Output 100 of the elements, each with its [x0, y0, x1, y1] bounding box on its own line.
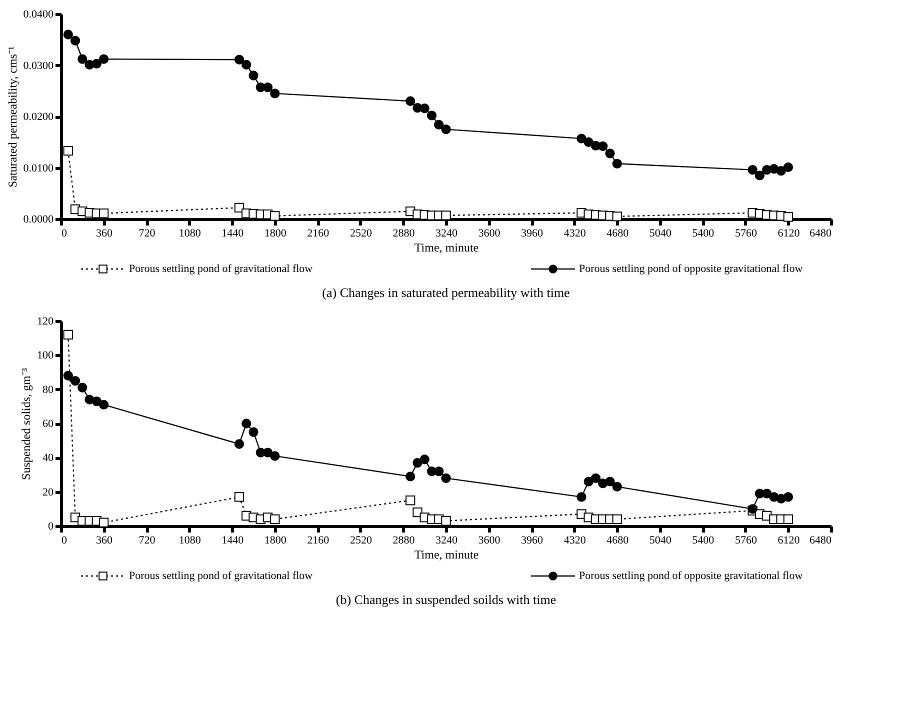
x-tick-label: 6480	[810, 228, 832, 240]
x-tick-label: 5400	[692, 534, 715, 546]
y-tick-label: 40	[42, 452, 54, 464]
point	[783, 492, 794, 502]
x-tick-label: 6480	[810, 534, 832, 546]
point	[78, 54, 88, 64]
point	[783, 162, 794, 172]
x-tick-label: 3960	[521, 534, 544, 546]
x-tick-label: 5760	[734, 534, 758, 546]
x-tick-label: 360	[96, 228, 114, 240]
point	[612, 514, 622, 524]
point	[590, 473, 601, 483]
y-tick-label: 0.0400	[23, 8, 54, 20]
point	[612, 158, 622, 168]
point	[420, 103, 430, 114]
point	[234, 54, 244, 64]
x-tick-label: 2880	[392, 534, 416, 546]
x-tick-label: 2520	[350, 534, 372, 546]
x-tick-label: 5040	[649, 228, 672, 240]
x-tick-label: 1440	[222, 228, 244, 240]
point	[584, 137, 594, 147]
x-tick-label: 4680	[606, 534, 630, 546]
point	[234, 439, 244, 449]
point	[783, 514, 794, 524]
point	[420, 454, 430, 464]
point	[783, 212, 794, 222]
x-tick-label: 6120	[778, 534, 800, 546]
x-tick-label: 3600	[478, 534, 501, 546]
point	[63, 30, 73, 40]
point	[270, 451, 280, 461]
x-tick-label: 0	[62, 534, 68, 546]
y-tick-label: 20	[42, 486, 54, 498]
text: (a) Changes in saturated permeability with time	[322, 285, 570, 300]
y-tick-label: 100	[37, 350, 54, 362]
point	[441, 473, 451, 483]
point	[63, 370, 73, 380]
y-tick-label: 80	[42, 384, 54, 396]
legend-label: Porous settling pond of gravitational flow	[129, 570, 313, 582]
point	[412, 458, 422, 468]
point	[92, 58, 102, 69]
point	[242, 60, 252, 70]
point	[441, 516, 451, 526]
x-tick-label: 3600	[478, 228, 501, 240]
point	[98, 208, 109, 218]
point	[762, 488, 772, 498]
y-tick-label: 0.0100	[23, 162, 54, 174]
point	[434, 120, 444, 130]
point	[441, 210, 451, 220]
point	[605, 148, 615, 158]
point	[748, 164, 758, 175]
x-tick-label: 5400	[692, 228, 715, 240]
point	[70, 36, 80, 46]
point	[426, 110, 437, 120]
point	[78, 382, 88, 392]
x-tick-label: 5040	[649, 534, 672, 546]
x-tick-label: 2520	[350, 228, 372, 240]
point	[754, 170, 765, 180]
point	[406, 472, 416, 482]
y-axis-title: Saturated permeability, cms⁻¹	[5, 46, 20, 188]
x-tick-label: 1080	[178, 534, 202, 546]
x-axis-title: Time, minute	[414, 548, 479, 562]
x-tick-label: 1800	[264, 534, 287, 546]
x-tick-label: 3240	[436, 534, 458, 546]
x-tick-label: 1080	[178, 228, 202, 240]
point	[270, 88, 280, 98]
point	[98, 518, 109, 528]
point	[605, 476, 615, 486]
x-tick-label: 6120	[778, 228, 800, 240]
point	[441, 124, 451, 134]
y-tick-label: 0	[48, 520, 54, 532]
point	[406, 96, 416, 106]
legend-label: Porous settling pond of opposite gravitational flow	[579, 570, 803, 582]
text: (b) Changes in suspended soilds with time	[336, 592, 556, 607]
y-tick-label: 60	[42, 418, 54, 430]
point	[270, 211, 280, 221]
x-tick-label: 3960	[521, 228, 544, 240]
x-tick-label: 720	[138, 534, 156, 546]
x-tick-label: 5760	[734, 228, 758, 240]
legend-label: Porous settling pond of gravitational flow	[129, 263, 313, 275]
point	[70, 376, 80, 386]
point	[242, 418, 252, 428]
x-tick-label: 4320	[564, 534, 586, 546]
point	[576, 492, 586, 502]
x-tick-label: 1800	[264, 228, 287, 240]
point	[270, 514, 280, 524]
point	[248, 70, 258, 80]
point	[234, 492, 244, 502]
point	[63, 330, 73, 340]
point	[262, 82, 273, 92]
point	[98, 54, 109, 64]
x-tick-label: 360	[96, 534, 114, 546]
y-axis-title: Suspended solids, gm⁻³	[19, 368, 33, 480]
point	[434, 466, 444, 476]
point	[776, 166, 786, 176]
x-tick-label: 3240	[436, 228, 458, 240]
point	[598, 141, 608, 152]
point	[612, 212, 622, 222]
point	[576, 134, 586, 144]
point	[92, 396, 102, 406]
x-tick-label: 0	[62, 228, 68, 240]
